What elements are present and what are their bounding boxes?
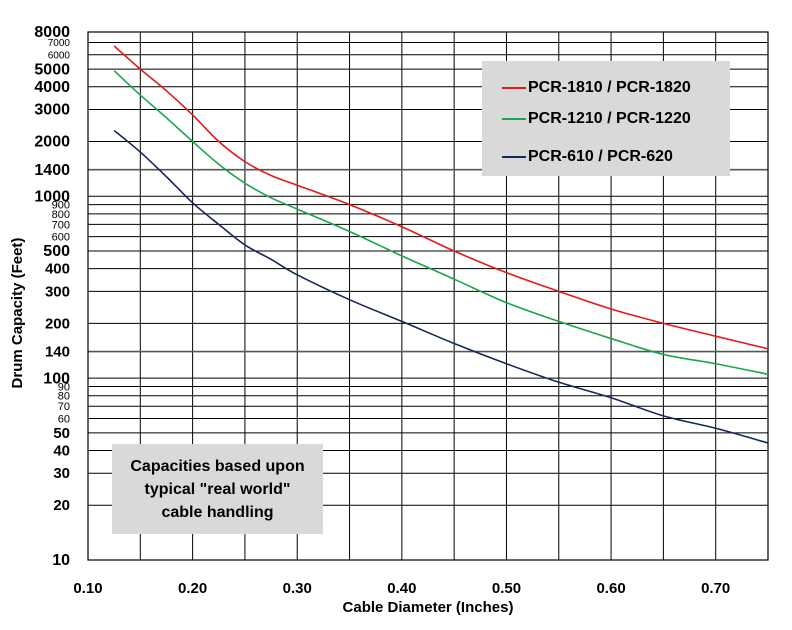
x-tick-label: 0.70: [701, 580, 730, 597]
y-tick-label: 40: [53, 442, 70, 459]
y-tick-label: 5000: [34, 61, 70, 78]
y-tick-label-minor: 60: [58, 413, 70, 425]
x-tick-label: 0.40: [387, 580, 416, 597]
legend-label: PCR-1810 / PCR-1820: [528, 79, 691, 96]
x-tick-label: 0.50: [492, 580, 521, 597]
y-tick-label: 2000: [34, 134, 70, 151]
y-tick-label-minor: 70: [58, 401, 70, 413]
y-axis-title: Drum Capacity (Feet): [9, 238, 26, 389]
y-tick-label: 3000: [34, 102, 70, 119]
note-line: cable handling: [161, 503, 274, 521]
legend-swatch-red: [502, 87, 526, 89]
y-tick-label: 20: [53, 497, 70, 514]
legend-swatch-navy: [502, 156, 526, 158]
note-line: typical "real world": [144, 480, 291, 498]
legend-item-pcr-610: PCR-610 / PCR-620: [502, 145, 673, 169]
series-lines: [113, 45, 769, 444]
x-tick-label: 0.10: [73, 580, 102, 597]
x-axis-title: Cable Diameter (Inches): [343, 599, 514, 616]
y-tick-label: 500: [43, 243, 70, 260]
legend-item-pcr-1810: PCR-1810 / PCR-1820: [502, 76, 691, 100]
y-tick-label: 140: [45, 344, 70, 361]
y-tick-label: 400: [45, 261, 70, 278]
x-tick-label: 0.60: [596, 580, 625, 597]
y-tick-label: 50: [53, 425, 70, 442]
y-tick-label-minor: 90: [58, 381, 70, 393]
legend-label: PCR-1210 / PCR-1220: [528, 110, 691, 127]
y-tick-label: 1000: [34, 188, 70, 205]
legend: PCR-1810 / PCR-1820 PCR-1210 / PCR-1220 …: [482, 61, 730, 176]
capacity-note: Capacities based upon typical "real worl…: [112, 444, 323, 534]
y-tick-label: 1400: [34, 162, 70, 179]
y-tick-label: 300: [45, 283, 70, 300]
y-tick-label-minor: 600: [52, 232, 70, 244]
y-tick-label-minor: 7000: [48, 38, 71, 49]
y-tick-label: 30: [53, 465, 70, 482]
legend-label: PCR-610 / PCR-620: [528, 148, 673, 165]
legend-item-pcr-1210: PCR-1210 / PCR-1220: [502, 107, 691, 131]
y-tick-label-minor: 900: [52, 199, 70, 211]
series-line-0: [113, 45, 769, 350]
x-axis-ticks: 0.10 0.20 0.30 0.40 0.50 0.60 0.70: [73, 580, 730, 597]
y-tick-label-minor: 800: [52, 209, 70, 221]
series-line-1: [113, 70, 769, 376]
y-tick-label: 100: [43, 370, 70, 387]
y-tick-label-minor: 6000: [48, 50, 71, 61]
note-line: Capacities based upon: [130, 457, 305, 475]
series-line-2: [113, 129, 769, 444]
y-tick-label-minor: 700: [52, 219, 70, 231]
y-tick-label: 8000: [34, 24, 70, 41]
y-tick-label: 4000: [34, 79, 70, 96]
legend-swatch-green: [502, 118, 526, 120]
plot-border: [87, 31, 769, 561]
x-tick-label: 0.20: [178, 580, 207, 597]
y-tick-label: 10: [52, 552, 70, 569]
y-tick-label: 200: [45, 315, 70, 332]
y-tick-label-minor: 80: [58, 391, 70, 403]
x-tick-label: 0.30: [283, 580, 312, 597]
